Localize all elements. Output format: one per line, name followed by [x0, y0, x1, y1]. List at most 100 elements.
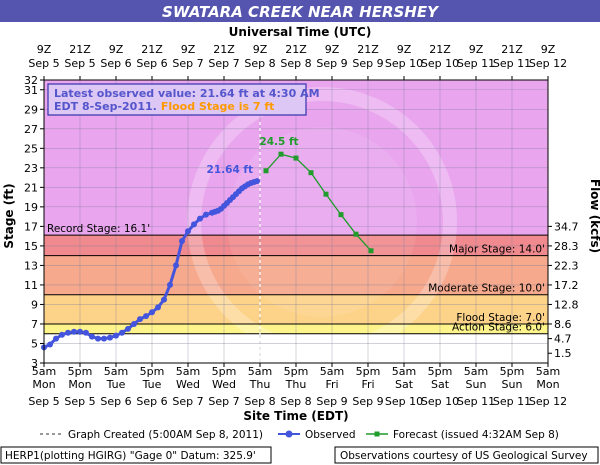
bottom-axis-title: Site Time (EDT) — [243, 409, 348, 423]
x-tick-label-date: Sep 8 — [244, 395, 275, 408]
flow-tick-label: 4.7 — [554, 333, 572, 346]
x-tick-label-date: Sep 6 — [100, 395, 131, 408]
x-top-tick-label-time: 9Z — [325, 43, 340, 56]
flow-tick-label: 22.3 — [554, 259, 579, 272]
observed-point — [203, 211, 209, 218]
x-top-tick-label-time: 9Z — [109, 43, 124, 56]
observed-point — [173, 262, 179, 269]
footer-right-text: Observations courtesy of US Geological S… — [340, 450, 588, 462]
x-top-tick-label-time: 9Z — [397, 43, 412, 56]
x-tick-label-time: 5pm — [428, 365, 453, 378]
info-box-flood-stage: Flood Stage is 7 ft — [161, 100, 275, 113]
x-tick-label-time: 5pm — [140, 365, 165, 378]
x-top-tick-label-date: Sep 10 — [385, 57, 423, 70]
x-top-tick-label-date: Sep 8 — [244, 57, 275, 70]
observed-point — [125, 325, 131, 332]
forecast-point — [368, 248, 374, 254]
x-tick-label-day: Sun — [466, 378, 487, 391]
x-tick-label-date: Sep 10 — [385, 395, 423, 408]
x-tick-label-date: Sep 10 — [421, 395, 459, 408]
x-tick-label-time: 5am — [536, 365, 560, 378]
forecast-point — [353, 231, 359, 237]
x-tick-label-day: Fri — [325, 378, 338, 391]
y-axis-right-flow: 1.54.7 8.6 12.8 17.2 22.3 28.3 34.7 — [548, 220, 579, 360]
x-top-tick-label-time: 9Z — [253, 43, 268, 56]
x-tick-label-day: Mon — [68, 378, 91, 391]
observed-point — [59, 331, 65, 338]
x-tick-label-day: Thu — [249, 378, 271, 391]
flow-tick-label: 1.5 — [554, 347, 572, 360]
y-tick-label: 29 — [24, 103, 38, 116]
legend: Graph Created (5:00AM Sep 8, 2011) Obser… — [40, 429, 559, 441]
observed-point — [254, 178, 260, 185]
x-tick-label-time: 5am — [176, 365, 200, 378]
x-tick-label-day: Sun — [502, 378, 523, 391]
x-tick-label-day: Thu — [285, 378, 307, 391]
y-tick-label: 17 — [24, 220, 38, 233]
x-top-tick-label-time: 21Z — [213, 43, 235, 56]
flow-tick-label: 12.8 — [554, 298, 579, 311]
chart-title: SWATARA CREEK NEAR HERSHEY — [162, 3, 440, 21]
x-top-tick-label-time: 21Z — [429, 43, 451, 56]
forecast-point — [338, 212, 344, 218]
observed-point — [179, 238, 185, 245]
y-tick-label: 3 — [31, 357, 38, 370]
observed-point — [65, 329, 71, 336]
x-top-tick-label-time: 9Z — [37, 43, 52, 56]
footer: HERP1(plotting HGIRG) "Gage 0" Datum: 32… — [0, 446, 599, 464]
flow-tick-label: 17.2 — [554, 279, 579, 292]
y-tick-label: 25 — [24, 142, 38, 155]
info-box-line2: EDT 8-Sep-2011. Flood Stage is 7 ft — [54, 100, 274, 113]
x-top-tick-label-time: 9Z — [469, 43, 484, 56]
x-tick-label-time: 5am — [464, 365, 488, 378]
x-tick-label-date: Sep 11 — [493, 395, 531, 408]
footer-left-text: HERP1(plotting HGIRG) "Gage 0" Datum: 32… — [5, 450, 256, 462]
x-tick-label-time: 5am — [104, 365, 128, 378]
forecast-peak-label: 24.5 ft — [259, 136, 298, 148]
stage-label: Major Stage: 14.0' — [449, 244, 545, 256]
stage-label: Flood Stage: 7.0' — [456, 312, 545, 324]
stage-label: Action Stage: 6.0' — [452, 322, 545, 334]
x-tick-label-date: Sep 7 — [208, 395, 239, 408]
flow-tick-label: 8.6 — [554, 318, 572, 331]
observed-point — [107, 334, 113, 341]
y-tick-label: 15 — [24, 240, 38, 253]
info-box-frame — [47, 83, 307, 116]
y-tick-label: 19 — [24, 201, 38, 214]
observed-point — [185, 228, 191, 235]
observed-point — [101, 335, 107, 342]
x-tick-label-time: 5pm — [212, 365, 237, 378]
x-tick-label-date: Sep 6 — [136, 395, 167, 408]
observed-point — [143, 313, 149, 320]
x-top-tick-label-date: Sep 7 — [208, 57, 239, 70]
x-tick-label-day: Sat — [395, 378, 414, 391]
x-tick-label-day: Wed — [176, 378, 200, 391]
x-top-tick-label-time: 21Z — [285, 43, 307, 56]
x-tick-label-day: Wed — [212, 378, 236, 391]
forecast-point — [308, 170, 314, 176]
y-tick-label: 32 — [24, 74, 38, 87]
x-tick-label-time: 5pm — [68, 365, 93, 378]
x-tick-label-time: 5am — [320, 365, 344, 378]
observed-point — [137, 316, 143, 323]
footer-left-frame — [0, 446, 272, 464]
info-box-date: EDT 8-Sep-2011. — [54, 100, 157, 113]
flow-tick-label: 34.7 — [554, 220, 579, 233]
observed-point — [131, 320, 137, 327]
y-tick-label: 9 — [31, 298, 38, 311]
observed-point — [95, 335, 101, 342]
x-tick-label-date: Sep 7 — [172, 395, 203, 408]
watermark-disc — [227, 127, 417, 317]
forecast-point — [263, 168, 269, 174]
x-tick-label-day: Sat — [431, 378, 450, 391]
x-tick-label-time: 5pm — [500, 365, 525, 378]
forecast-point — [293, 155, 299, 161]
x-top-tick-label-date: Sep 7 — [172, 57, 203, 70]
x-tick-label-date: Sep 5 — [28, 395, 59, 408]
y-tick-label: 23 — [24, 162, 38, 175]
stage-label: Moderate Stage: 10.0' — [428, 283, 545, 295]
x-tick-label-time: 5pm — [356, 365, 381, 378]
